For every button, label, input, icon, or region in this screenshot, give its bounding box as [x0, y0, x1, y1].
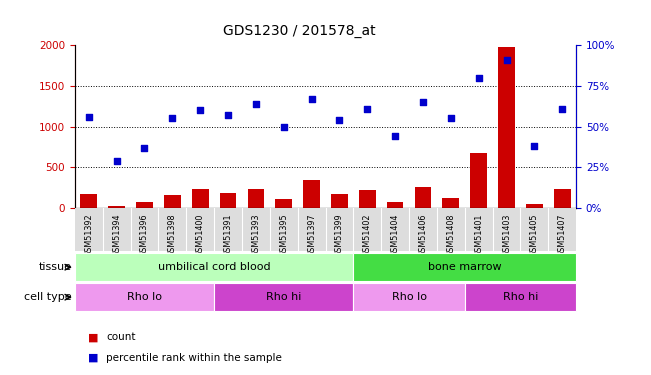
Text: cell type: cell type [24, 292, 72, 302]
Bar [81, 194, 97, 208]
Text: GSM51404: GSM51404 [391, 213, 400, 256]
Point [418, 99, 428, 105]
Point [334, 117, 344, 123]
Text: GSM51395: GSM51395 [279, 213, 288, 257]
Text: GSM51396: GSM51396 [140, 213, 149, 257]
Text: GSM51400: GSM51400 [196, 213, 204, 256]
Text: GSM51398: GSM51398 [168, 213, 177, 257]
Text: Rho lo: Rho lo [391, 292, 426, 302]
Bar [136, 202, 153, 208]
Point [223, 112, 233, 118]
Bar [164, 195, 181, 208]
Point [307, 96, 317, 102]
Bar [192, 189, 208, 208]
Text: GSM51408: GSM51408 [447, 213, 455, 256]
Text: GSM51394: GSM51394 [112, 213, 121, 257]
Bar [465, 283, 576, 311]
Point [195, 107, 206, 113]
Bar [75, 283, 214, 311]
Point [167, 116, 178, 122]
Bar [353, 253, 576, 281]
Point [557, 106, 568, 112]
Text: tissue: tissue [38, 262, 72, 272]
Bar [526, 204, 543, 208]
Text: GDS1230 / 201578_at: GDS1230 / 201578_at [223, 24, 376, 38]
Point [473, 75, 484, 81]
Bar [470, 153, 487, 208]
Bar [359, 190, 376, 208]
Point [529, 143, 540, 149]
Bar [387, 202, 404, 208]
Text: GSM51393: GSM51393 [251, 213, 260, 257]
Text: ■: ■ [88, 353, 98, 363]
Text: Rho hi: Rho hi [503, 292, 538, 302]
Point [139, 145, 150, 151]
Text: percentile rank within the sample: percentile rank within the sample [106, 353, 282, 363]
Bar [415, 186, 432, 208]
Text: GSM51403: GSM51403 [502, 213, 511, 256]
Point [362, 106, 372, 112]
Text: Rho hi: Rho hi [266, 292, 301, 302]
Bar [554, 189, 570, 208]
Bar [108, 206, 125, 208]
Bar [353, 283, 465, 311]
Bar [275, 199, 292, 208]
Bar [214, 283, 353, 311]
Text: umbilical cord blood: umbilical cord blood [158, 262, 270, 272]
Text: GSM51397: GSM51397 [307, 213, 316, 257]
Point [111, 158, 122, 164]
Point [83, 114, 94, 120]
Bar [247, 189, 264, 208]
Text: GSM51401: GSM51401 [474, 213, 483, 256]
Text: GSM51405: GSM51405 [530, 213, 539, 257]
Point [251, 101, 261, 107]
Text: bone marrow: bone marrow [428, 262, 501, 272]
Text: Rho lo: Rho lo [127, 292, 162, 302]
Bar [303, 180, 320, 208]
Bar [75, 253, 353, 281]
Bar [219, 193, 236, 208]
Text: GSM51402: GSM51402 [363, 213, 372, 257]
Bar [443, 198, 459, 208]
Text: ■: ■ [88, 333, 98, 342]
Text: GSM51392: GSM51392 [84, 213, 93, 257]
Point [501, 57, 512, 63]
Bar [331, 194, 348, 208]
Point [445, 116, 456, 122]
Text: GSM51407: GSM51407 [558, 213, 567, 257]
Text: GSM51406: GSM51406 [419, 213, 428, 256]
Text: GSM51391: GSM51391 [223, 213, 232, 257]
Point [390, 134, 400, 140]
Bar [498, 46, 515, 208]
Text: count: count [106, 333, 135, 342]
Text: GSM51399: GSM51399 [335, 213, 344, 257]
Point [279, 124, 289, 130]
